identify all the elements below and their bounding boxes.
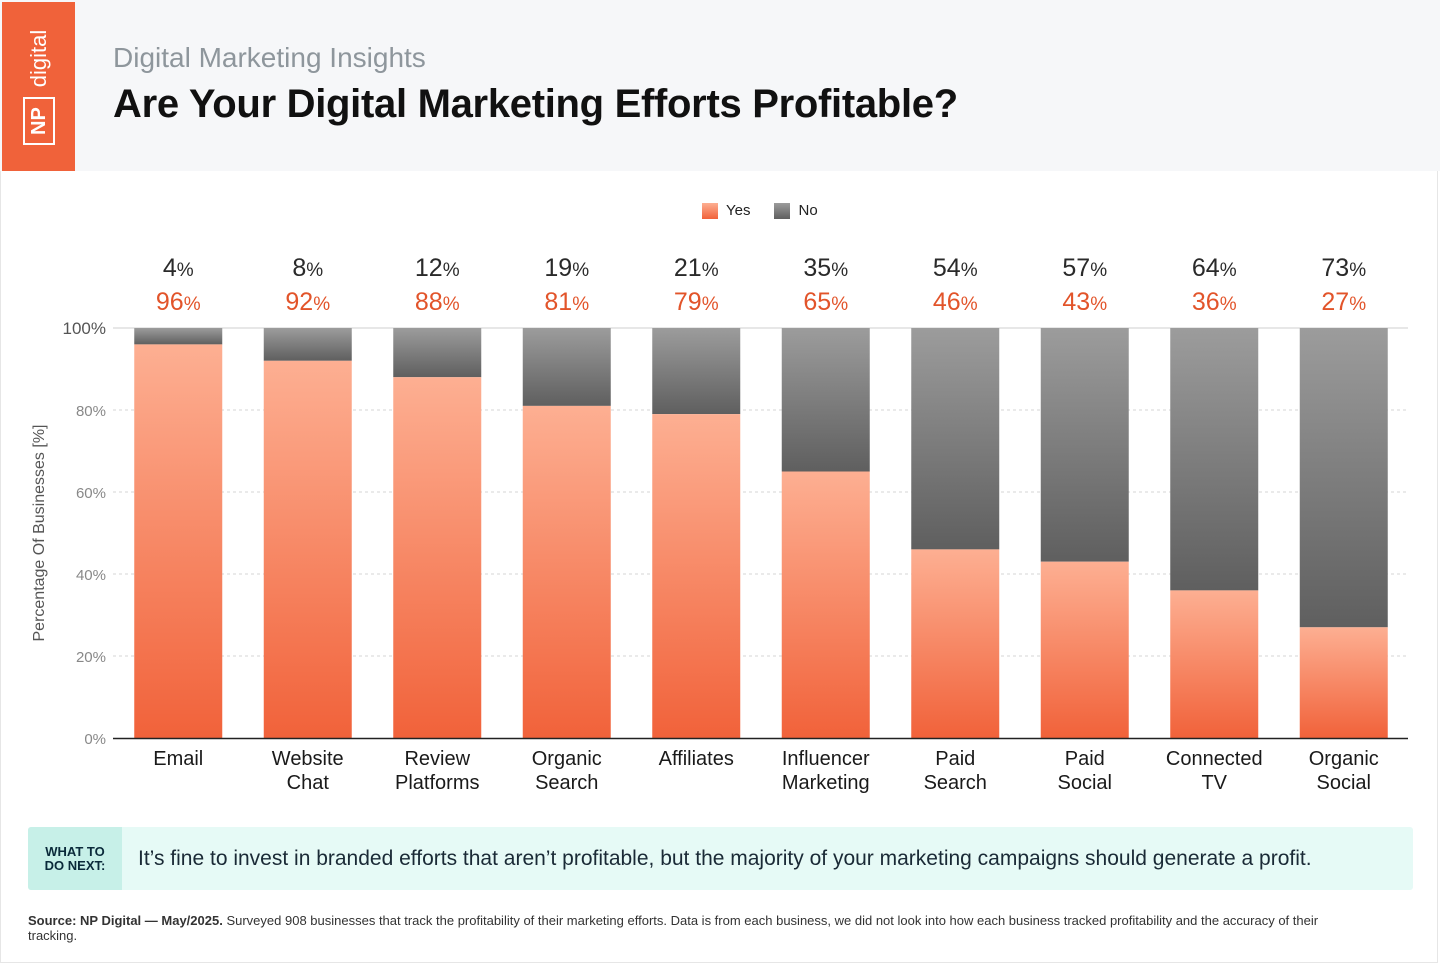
data-label-yes: 92%: [285, 288, 330, 316]
bar-yes: [263, 360, 352, 738]
legend-item-yes: Yes: [702, 202, 750, 219]
chart-legend: Yes No: [702, 202, 842, 219]
data-label-no: 64%: [1192, 254, 1237, 282]
bar-yes: [911, 549, 1000, 738]
data-label-no: 57%: [1062, 254, 1107, 282]
x-tick-label: Affiliates: [659, 748, 734, 770]
bar-no: [1170, 328, 1259, 591]
legend-label-yes: Yes: [726, 202, 751, 219]
page-subtitle: Digital Marketing Insights: [113, 42, 426, 73]
bar-yes: [652, 414, 741, 738]
legend-item-no: No: [774, 202, 818, 219]
x-tick-label: Website Chat: [272, 748, 344, 794]
source-note: Source: NP Digital — May/2025. Surveyed …: [28, 913, 1348, 943]
legend-label-no: No: [798, 202, 818, 219]
bar-yes: [393, 377, 482, 738]
page-title: Are Your Digital Marketing Efforts Profi…: [113, 82, 958, 126]
data-label-yes: 27%: [1321, 288, 1366, 316]
y-axis-label: Percentage Of Businesses [%]: [31, 425, 48, 642]
data-label-no: 35%: [803, 254, 848, 282]
bar-yes: [781, 471, 870, 738]
data-label-yes: 81%: [544, 288, 589, 316]
bar-no: [1299, 328, 1388, 628]
data-label-no: 12%: [415, 254, 460, 282]
stacked-bar-chart: 0% 20% 40% 60% 80% 100% Percentage Of Business…: [31, 254, 1408, 794]
y-tick-label: 40%: [76, 567, 106, 584]
what-to-do-next-text: It’s fine to invest in branded efforts t…: [138, 846, 1312, 870]
data-label-no: 73%: [1321, 254, 1366, 282]
legend-swatch-yes: [702, 202, 718, 219]
x-tick-label: Influencer Marketing: [782, 748, 870, 794]
data-label-yes: 65%: [803, 288, 848, 316]
bar-no: [652, 328, 741, 415]
x-tick-label: Review Platforms: [395, 748, 479, 794]
data-label-yes: 36%: [1192, 288, 1237, 316]
data-label-yes: 46%: [933, 288, 978, 316]
y-tick-label: 80%: [76, 403, 106, 420]
bar-no: [911, 328, 1000, 550]
what-to-do-next-label: WHAT TO DO NEXT:: [28, 827, 122, 890]
np-digital-logo: NP digital: [2, 2, 75, 171]
bar-no: [522, 328, 611, 406]
y-tick-label: 60%: [76, 485, 106, 502]
data-label-no: 19%: [544, 254, 589, 282]
x-tick-label: Connected TV: [1166, 748, 1263, 794]
source-text: Surveyed 908 businesses that track the p…: [28, 913, 1319, 943]
bar-no: [134, 328, 223, 345]
data-label-no: 4%: [163, 254, 194, 282]
data-label-no: 8%: [292, 254, 323, 282]
bar-yes: [1170, 590, 1259, 738]
bar-no: [393, 328, 482, 378]
x-tick-label: Paid Social: [1058, 748, 1112, 794]
bar-yes: [522, 405, 611, 738]
data-label-yes: 88%: [415, 288, 460, 316]
bar-yes: [1040, 561, 1129, 738]
x-tick-label: Organic Search: [532, 748, 602, 794]
x-tick-label: Email: [153, 748, 203, 770]
bar-yes: [1299, 627, 1388, 738]
y-tick-label: 100%: [63, 319, 106, 338]
header: NP digital Digital Marketing Insights Ar…: [0, 0, 1440, 171]
legend-swatch-no: [774, 202, 791, 219]
data-label-yes: 43%: [1062, 288, 1107, 316]
source-bold: Source: NP Digital — May/2025.: [28, 913, 223, 928]
data-label-yes: 96%: [156, 288, 201, 316]
x-tick-label: Organic Social: [1309, 748, 1379, 794]
x-tick-label: Paid Search: [924, 748, 987, 794]
what-to-do-next-box: WHAT TO DO NEXT: It’s fine to invest in …: [28, 827, 1413, 890]
bar-no: [1040, 328, 1129, 562]
y-tick-label: 20%: [76, 649, 106, 666]
bar-no: [263, 328, 352, 361]
data-label-no: 54%: [933, 254, 978, 282]
data-label-no: 21%: [674, 254, 719, 282]
bar-yes: [134, 344, 223, 738]
y-tick-label: 0%: [84, 731, 106, 748]
data-label-yes: 79%: [674, 288, 719, 316]
bar-no: [781, 328, 870, 472]
